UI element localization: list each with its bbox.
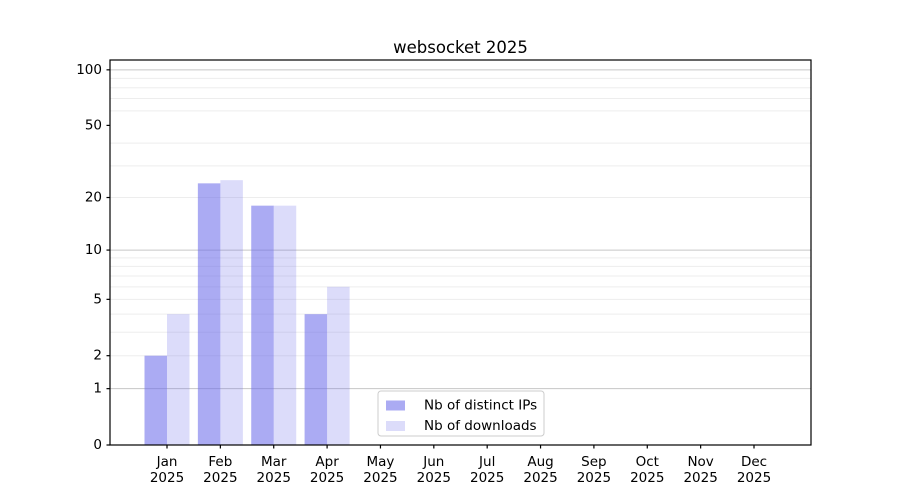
x-tick-label-month: Jan	[156, 454, 178, 470]
x-tick-label-month: Nov	[687, 454, 713, 470]
y-tick-label: 1	[93, 381, 102, 397]
x-tick-label-year: 2025	[310, 470, 344, 486]
y-tick-label: 50	[85, 117, 102, 133]
y-tick-label: 20	[85, 190, 102, 206]
x-tick-label-year: 2025	[470, 470, 504, 486]
y-tick-label: 10	[85, 242, 102, 258]
chart-title: websocket 2025	[393, 38, 528, 57]
x-tick-label-year: 2025	[630, 470, 664, 486]
bar-distinct-ips	[144, 355, 167, 445]
bar-distinct-ips	[251, 205, 274, 445]
plot-border	[109, 59, 812, 446]
bar-distinct-ips	[197, 183, 221, 445]
x-tick-label-year: 2025	[523, 470, 557, 486]
x-tick-label-year: 2025	[683, 470, 717, 486]
x-tick-label-year: 2025	[737, 470, 771, 486]
bar-downloads	[220, 180, 243, 445]
x-tick-label-month: May	[366, 454, 394, 470]
legend-box	[377, 390, 545, 437]
x-tick-label-month: Jun	[422, 454, 444, 470]
y-tick-label: 100	[76, 62, 102, 78]
legend-label-distinct-ips: Nb of distinct IPs	[424, 398, 537, 414]
x-tick-label-year: 2025	[363, 470, 397, 486]
x-tick-label-year: 2025	[577, 470, 611, 486]
x-tick-label-month: Aug	[527, 454, 553, 470]
x-tick-label-year: 2025	[150, 470, 184, 486]
x-tick-label-month: Oct	[636, 454, 659, 470]
legend-swatch-distinct-ips	[386, 400, 405, 411]
bar-downloads	[327, 286, 350, 445]
x-tick-label-month: Apr	[315, 454, 339, 470]
x-tick-label-month: Dec	[741, 454, 767, 470]
x-tick-label-month: Jul	[478, 454, 495, 470]
bar-distinct-ips	[304, 314, 328, 445]
x-tick-label-year: 2025	[417, 470, 451, 486]
x-tick-label-month: Mar	[261, 454, 287, 470]
bar-downloads	[167, 314, 190, 445]
y-tick-label: 5	[93, 291, 102, 307]
y-tick-label: 2	[93, 348, 102, 364]
legend-label-downloads: Nb of downloads	[424, 418, 537, 434]
x-tick-label-month: Sep	[581, 454, 606, 470]
legend-swatch-downloads	[386, 421, 405, 431]
x-tick-label-year: 2025	[257, 470, 291, 486]
bar-downloads	[273, 205, 297, 445]
x-tick-label-month: Feb	[208, 454, 232, 470]
x-tick-label-year: 2025	[203, 470, 237, 486]
y-tick-label: 0	[93, 437, 102, 453]
